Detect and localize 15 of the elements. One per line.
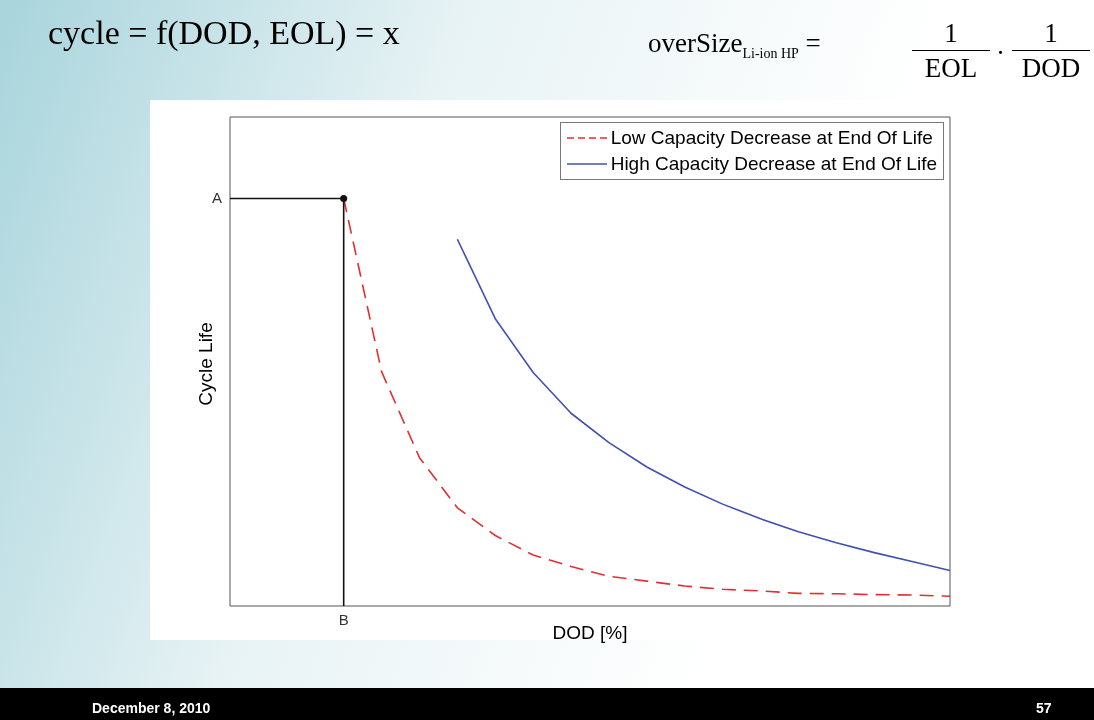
x-axis-title: DOD [%] [552,622,628,644]
chart-title: cycle = f(DOD, EOL) = x [48,14,400,52]
text: · [996,38,1005,69]
text: EOL [923,52,979,85]
ref-line-label: A [211,188,222,206]
text: 1 [1012,16,1090,51]
text: B [338,610,349,628]
legend-label: High Capacity Decrease at End Of Life [610,152,937,176]
legend-label: Low Capacity Decrease at End Of Life [610,126,933,150]
text: December 8, 2010 [92,700,211,716]
text: overSize$_{Li-ion HP}$ = [648,28,821,63]
y-axis-title: Cycle Life [195,322,217,406]
text: 1 [912,16,990,51]
text: DOD [1020,52,1082,85]
text: 57 [1036,700,1052,716]
